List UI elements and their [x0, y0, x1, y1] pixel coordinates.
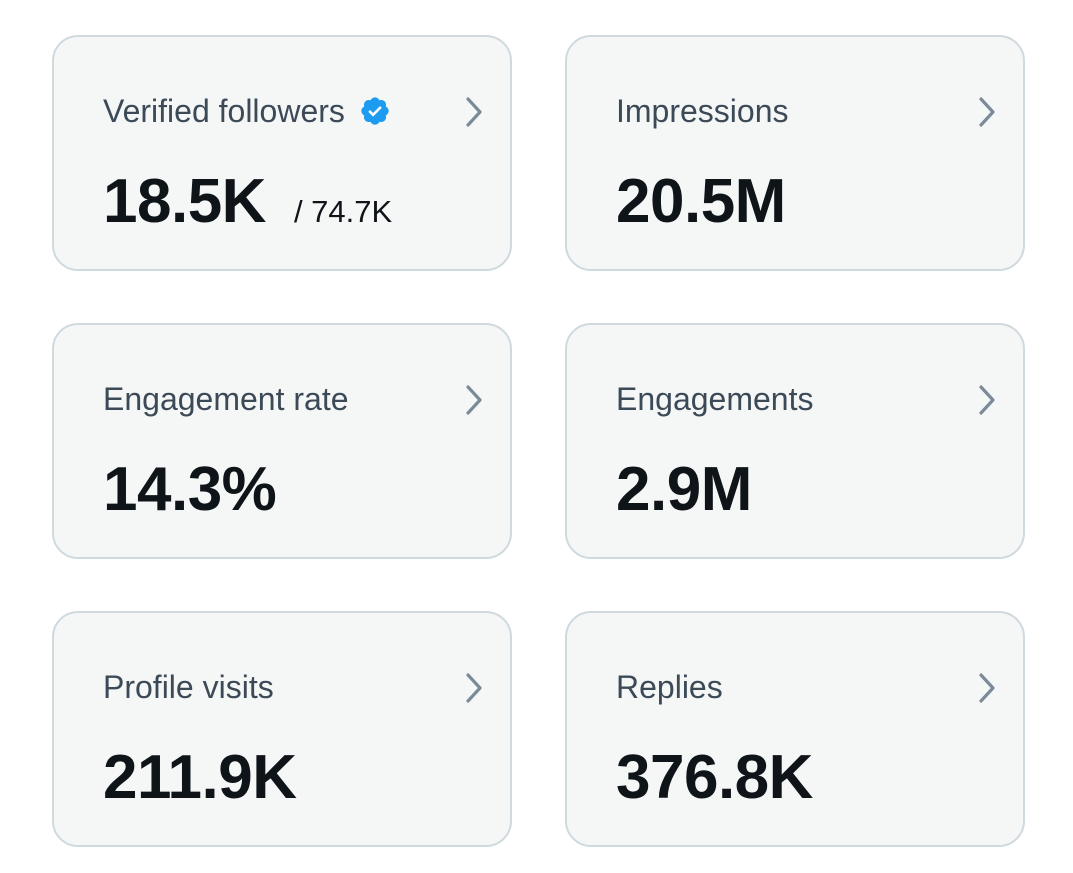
card-replies[interactable]: Replies 376.8K — [565, 611, 1025, 847]
impressions-value: 20.5M — [616, 167, 786, 236]
card-engagement-rate[interactable]: Engagement rate 14.3% — [52, 323, 512, 559]
engagement-rate-value: 14.3% — [103, 455, 277, 524]
profile-visits-label: Profile visits — [103, 669, 274, 705]
replies-value: 376.8K — [616, 743, 813, 812]
card-profile-visits[interactable]: Profile visits 211.9K — [52, 611, 512, 847]
card-label: Impressions — [616, 91, 789, 131]
replies-label: Replies — [616, 669, 723, 705]
card-value-row: 18.5K / 74.7K — [103, 167, 392, 237]
card-value-row: 14.3% — [103, 455, 277, 525]
card-value-row: 376.8K — [616, 743, 813, 813]
chevron-right-icon[interactable] — [460, 671, 488, 705]
card-label: Engagements — [616, 379, 813, 419]
verified-badge-icon — [359, 95, 391, 127]
chevron-right-icon[interactable] — [460, 383, 488, 417]
profile-visits-value: 211.9K — [103, 743, 297, 812]
engagements-value: 2.9M — [616, 455, 752, 524]
card-engagements[interactable]: Engagements 2.9M — [565, 323, 1025, 559]
verified-followers-label: Verified followers — [103, 93, 345, 129]
chevron-right-icon[interactable] — [973, 671, 1001, 705]
card-value-row: 20.5M — [616, 167, 786, 237]
chevron-right-icon[interactable] — [973, 95, 1001, 129]
card-label: Replies — [616, 667, 723, 707]
total-followers-value: / 74.7K — [293, 194, 393, 229]
impressions-label: Impressions — [616, 93, 789, 129]
verified-followers-value: 18.5K — [103, 167, 266, 236]
card-verified-followers[interactable]: Verified followers 18.5K / 74.7K — [52, 35, 512, 271]
card-label: Verified followers — [103, 91, 391, 131]
card-impressions[interactable]: Impressions 20.5M — [565, 35, 1025, 271]
engagements-label: Engagements — [616, 381, 814, 417]
engagement-rate-label: Engagement rate — [103, 381, 349, 417]
chevron-right-icon[interactable] — [973, 383, 1001, 417]
chevron-right-icon[interactable] — [460, 95, 488, 129]
card-label: Profile visits — [103, 667, 274, 707]
card-value-row: 2.9M — [616, 455, 752, 525]
card-label: Engagement rate — [103, 379, 349, 419]
card-value-row: 211.9K — [103, 743, 297, 813]
